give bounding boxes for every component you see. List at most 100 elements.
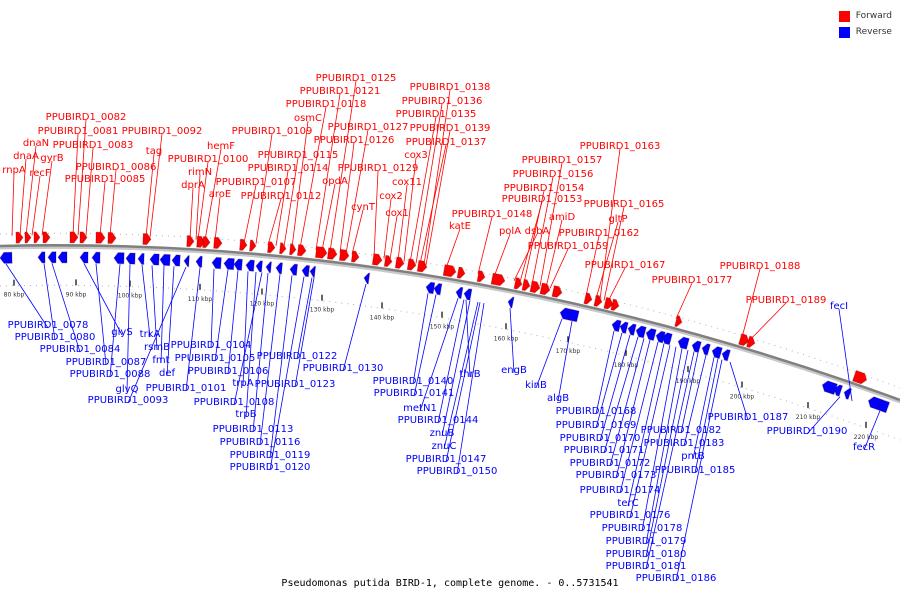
reverse-gene-label[interactable]: glyQ: [116, 384, 139, 395]
reverse-gene-arrow[interactable]: [57, 251, 68, 264]
reverse-gene-label[interactable]: kinB: [525, 380, 547, 391]
reverse-gene-arrow[interactable]: [309, 265, 317, 278]
reverse-gene-label[interactable]: rsmB: [144, 342, 170, 353]
reverse-gene-arrow[interactable]: [265, 261, 273, 274]
forward-gene-label[interactable]: cox2: [379, 191, 403, 202]
forward-gene-label[interactable]: PPUBIRD1_0156: [513, 169, 594, 180]
reverse-gene-label[interactable]: PPUBIRD1_0119: [230, 450, 311, 461]
reverse-gene-label[interactable]: PPUBIRD1_0101: [146, 383, 227, 394]
forward-gene-arrow[interactable]: [248, 239, 257, 252]
reverse-gene-label[interactable]: PPUBIRD1_0147: [406, 454, 487, 465]
forward-gene-label[interactable]: tag: [146, 146, 162, 157]
forward-gene-label[interactable]: PPUBIRD1_0159: [528, 241, 609, 252]
forward-gene-label[interactable]: PPUBIRD1_0126: [314, 135, 395, 146]
reverse-gene-label[interactable]: PPUBIRD1_0187: [708, 412, 789, 423]
forward-gene-label[interactable]: katE: [449, 221, 471, 232]
reverse-gene-arrow[interactable]: [363, 272, 371, 285]
forward-gene-label[interactable]: PPUBIRD1_0127: [328, 122, 409, 133]
reverse-gene-label[interactable]: glyS: [111, 327, 132, 338]
reverse-gene-label[interactable]: PPUBIRD1_0173: [576, 470, 657, 481]
forward-gene-label[interactable]: PPUBIRD1_0107: [216, 177, 297, 188]
reverse-gene-label[interactable]: PPUBIRD1_0106: [188, 366, 269, 377]
reverse-gene-label[interactable]: PPUBIRD1_0190: [767, 426, 848, 437]
forward-gene-label[interactable]: PPUBIRD1_0109: [232, 126, 313, 137]
forward-gene-arrow[interactable]: [314, 245, 328, 259]
reverse-gene-label[interactable]: PPUBIRD1_0179: [606, 536, 687, 547]
forward-gene-label[interactable]: PPUBIRD1_0086: [76, 162, 157, 173]
reverse-gene-arrow[interactable]: [125, 252, 136, 265]
reverse-gene-label[interactable]: metN1: [403, 403, 437, 414]
reverse-gene-label[interactable]: PPUBIRD1_0150: [417, 466, 498, 477]
forward-gene-label[interactable]: PPUBIRD1_0139: [410, 123, 491, 134]
forward-gene-arrow[interactable]: [202, 235, 211, 249]
forward-gene-label[interactable]: PPUBIRD1_0157: [522, 155, 603, 166]
forward-gene-arrow[interactable]: [442, 263, 457, 278]
reverse-gene-label[interactable]: PPUBIRD1_0174: [580, 485, 661, 496]
reverse-gene-label[interactable]: PPUBIRD1_0183: [644, 438, 725, 449]
reverse-gene-arrow[interactable]: [455, 286, 464, 300]
forward-gene-label[interactable]: polA: [499, 226, 521, 237]
reverse-gene-label[interactable]: fecR: [853, 442, 875, 453]
reverse-gene-label[interactable]: PPUBIRD1_0140: [373, 376, 454, 387]
reverse-gene-arrow[interactable]: [567, 309, 580, 323]
reverse-gene-label[interactable]: engB: [501, 365, 527, 376]
reverse-gene-arrow[interactable]: [47, 251, 57, 264]
reverse-gene-arrow[interactable]: [159, 253, 171, 267]
reverse-gene-label[interactable]: PPUBIRD1_0116: [220, 437, 301, 448]
reverse-gene-arrow[interactable]: [137, 252, 145, 265]
reverse-gene-label[interactable]: znuC: [432, 441, 457, 452]
reverse-gene-label[interactable]: PPUBIRD1_0130: [303, 363, 384, 374]
forward-gene-label[interactable]: gltP: [608, 214, 627, 225]
forward-gene-arrow[interactable]: [476, 269, 486, 283]
reverse-gene-label[interactable]: PPUBIRD1_0078: [8, 320, 89, 331]
forward-gene-label[interactable]: rnpA: [2, 165, 26, 176]
reverse-gene-label[interactable]: PPUBIRD1_0122: [257, 351, 338, 362]
forward-gene-arrow[interactable]: [79, 231, 88, 244]
reverse-gene-arrow[interactable]: [627, 323, 637, 337]
forward-gene-label[interactable]: PPUBIRD1_0092: [122, 126, 203, 137]
reverse-gene-arrow[interactable]: [655, 330, 666, 344]
reverse-gene-arrow[interactable]: [79, 251, 89, 264]
reverse-gene-arrow[interactable]: [245, 259, 255, 272]
reverse-gene-label[interactable]: PPUBIRD1_0180: [606, 549, 687, 560]
forward-gene-label[interactable]: PPUBIRD1_0165: [584, 199, 665, 210]
forward-gene-label[interactable]: amiD: [549, 212, 576, 223]
reverse-gene-arrow[interactable]: [721, 348, 732, 362]
forward-gene-label[interactable]: PPUBIRD1_0177: [652, 275, 733, 286]
reverse-gene-label[interactable]: PPUBIRD1_0080: [15, 332, 96, 343]
forward-gene-arrow[interactable]: [326, 247, 338, 260]
reverse-gene-arrow[interactable]: [255, 260, 264, 273]
forward-gene-label[interactable]: PPUBIRD1_0121: [300, 86, 381, 97]
forward-gene-arrow[interactable]: [278, 242, 287, 255]
reverse-gene-label[interactable]: PPUBIRD1_0168: [556, 406, 637, 417]
reverse-gene-label[interactable]: pntB: [681, 451, 705, 462]
reverse-gene-label[interactable]: fecI: [830, 301, 848, 312]
forward-gene-arrow[interactable]: [296, 243, 307, 257]
reverse-gene-label[interactable]: PPUBIRD1_0186: [636, 573, 717, 584]
forward-gene-label[interactable]: PPUBIRD1_0114: [248, 163, 329, 174]
reverse-gene-label[interactable]: PPUBIRD1_0178: [602, 523, 683, 534]
forward-gene-label[interactable]: hemF: [207, 141, 235, 152]
forward-gene-label[interactable]: recF: [29, 168, 51, 179]
forward-gene-arrow[interactable]: [610, 298, 620, 312]
reverse-gene-label[interactable]: PPUBIRD1_0108: [194, 397, 275, 408]
reverse-gene-arrow[interactable]: [691, 340, 702, 354]
reverse-gene-label[interactable]: PPUBIRD1_0182: [641, 425, 722, 436]
forward-gene-label[interactable]: osmC: [294, 113, 322, 124]
forward-gene-label[interactable]: PPUBIRD1_0189: [746, 295, 827, 306]
forward-gene-label[interactable]: PPUBIRD1_0138: [410, 82, 491, 93]
reverse-gene-arrow[interactable]: [832, 384, 844, 397]
reverse-gene-label[interactable]: PPUBIRD1_0170: [560, 433, 641, 444]
forward-gene-label[interactable]: PPUBIRD1_0163: [580, 141, 661, 152]
forward-gene-arrow[interactable]: [539, 282, 551, 296]
reverse-gene-arrow[interactable]: [233, 258, 243, 271]
reverse-gene-label[interactable]: terC: [617, 498, 638, 509]
reverse-gene-arrow[interactable]: [149, 253, 160, 266]
forward-gene-label[interactable]: PPUBIRD1_0118: [286, 99, 367, 110]
forward-gene-label[interactable]: cox1: [385, 208, 409, 219]
forward-gene-label[interactable]: PPUBIRD1_0083: [53, 140, 134, 151]
forward-gene-label[interactable]: dnaA: [13, 151, 39, 162]
reverse-gene-arrow[interactable]: [619, 321, 629, 335]
forward-gene-label[interactable]: PPUBIRD1_0100: [168, 154, 249, 165]
